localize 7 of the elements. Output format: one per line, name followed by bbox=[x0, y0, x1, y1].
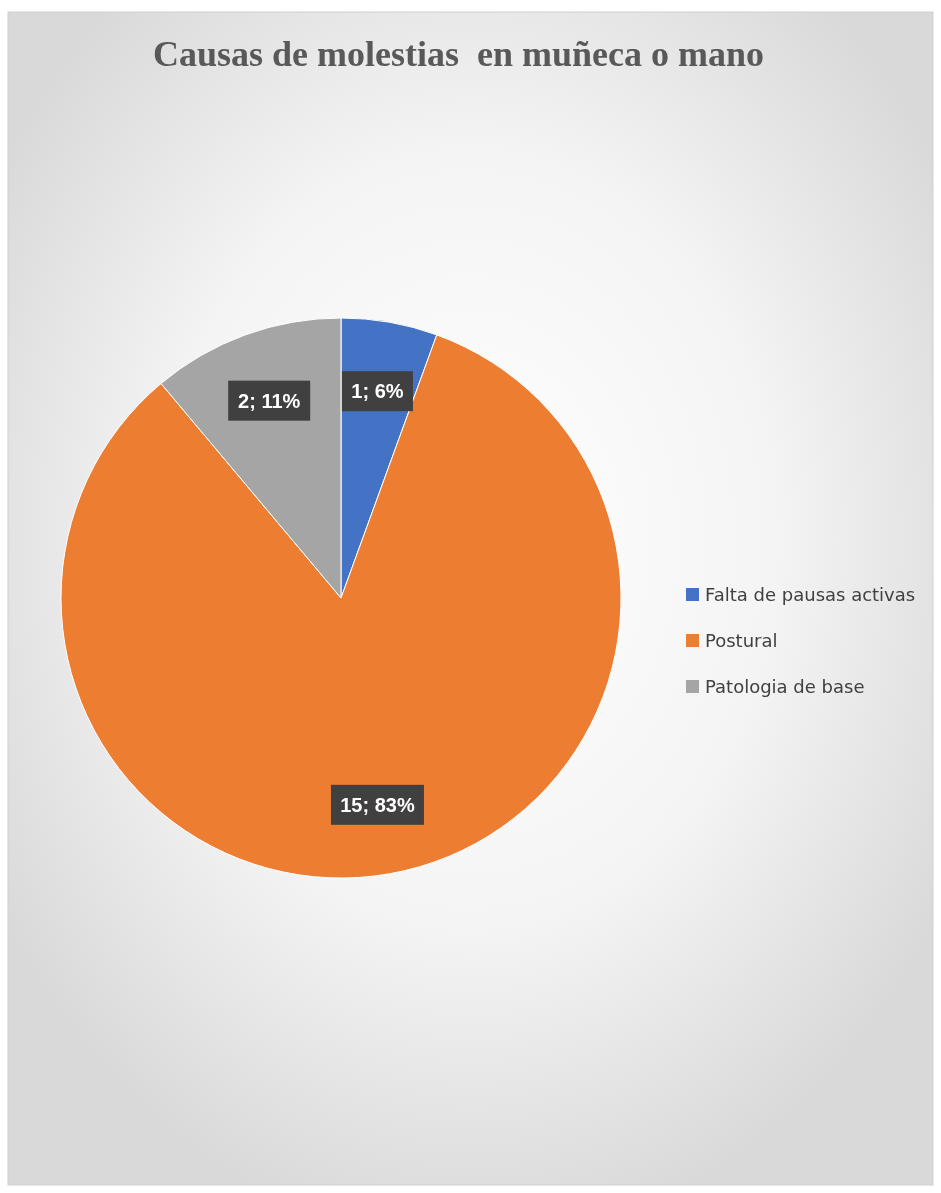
data-label: 1; 6% bbox=[351, 380, 404, 403]
legend-label: Patologia de base bbox=[705, 676, 865, 697]
data-label: 2; 11% bbox=[238, 389, 301, 412]
data-label: 15; 83% bbox=[340, 793, 415, 816]
slice-label: Postural bbox=[705, 630, 778, 651]
legend-label: Falta de pausas activas bbox=[705, 584, 916, 605]
chart-title: Causas de molestias en muñeca o mano bbox=[152, 34, 765, 74]
